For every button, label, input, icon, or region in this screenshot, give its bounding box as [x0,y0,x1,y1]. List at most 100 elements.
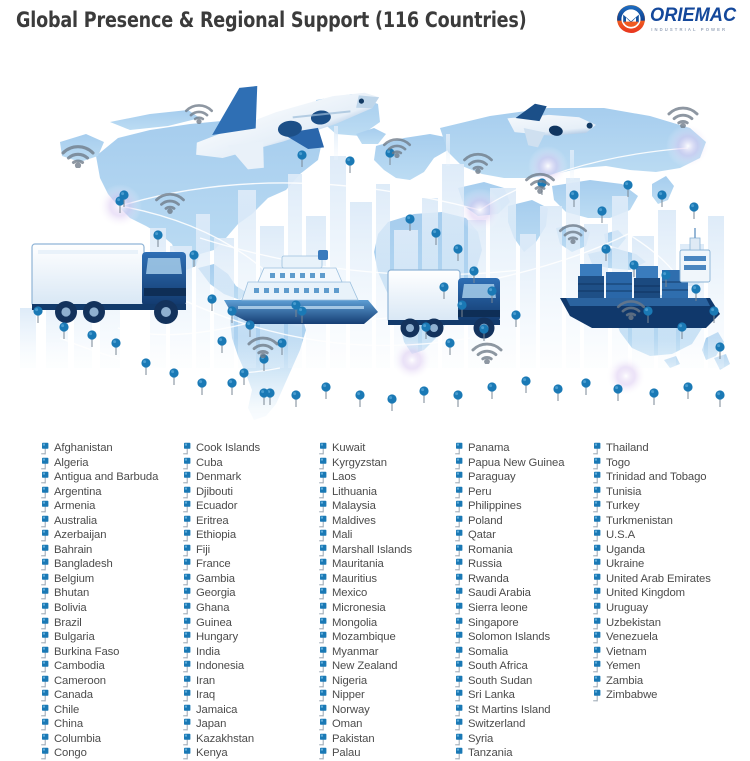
location-pin-icon [182,573,193,586]
country-list-item: Malaysia [318,499,412,514]
cruise-ship [224,250,378,324]
location-pin-icon [318,457,329,470]
country-list-item: Iran [182,674,260,689]
country-list-item: Kazakhstan [182,732,260,747]
country-list-item: Zambia [592,674,711,689]
location-pin-icon [40,617,51,630]
country-list-item: Cambodia [40,659,158,674]
country-name: Turkey [606,500,640,513]
location-pin-icon [40,646,51,659]
location-pin-icon [182,544,193,557]
country-name: Burkina Faso [54,645,120,658]
location-pin-icon [182,747,193,760]
location-pin-icon [454,747,465,760]
country-name: Kenya [196,747,228,760]
location-pin-icon [40,515,51,528]
country-list-item: Romania [454,543,564,558]
country-list-item: Burkina Faso [40,645,158,660]
country-name: Canada [54,689,93,702]
country-list-item: South Sudan [454,674,564,689]
country-list-item: New Zealand [318,659,412,674]
country-list-item: Mongolia [318,616,412,631]
location-pin-icon [454,675,465,688]
country-name: Gambia [196,572,235,585]
location-pin-icon [182,457,193,470]
country-list-item: Tanzania [454,746,564,761]
country-list-item: Kenya [182,746,260,761]
country-name: Ukraine [606,558,645,571]
country-list-item: Brazil [40,616,158,631]
location-pin-icon [592,646,603,659]
location-pin-icon [592,486,603,499]
location-pin-icon [40,718,51,731]
country-list-item: Syria [454,732,564,747]
country-list-item: U.S.A [592,528,711,543]
country-name: United Arab Emirates [606,572,711,585]
country-list-item: Bahrain [40,543,158,558]
location-pin-icon [592,558,603,571]
page-title: Global Presence & Regional Support (116 … [16,8,527,32]
country-list-item: Uruguay [592,601,711,616]
location-pin-icon [182,718,193,731]
country-list: Afghanistan Algeria Antigua and Barbuda Arg… [0,441,750,760]
location-pin-icon [182,617,193,630]
country-list-item: Ukraine [592,557,711,572]
location-pin-icon [454,529,465,542]
location-pin-icon [182,442,193,455]
country-list-item: Philippines [454,499,564,514]
location-pin-icon [454,646,465,659]
location-pin-icon [592,602,603,615]
country-list-item: United Kingdom [592,586,711,601]
location-pin-icon [182,733,193,746]
country-list-item: Pakistan [318,732,412,747]
page-header: Global Presence & Regional Support (116 … [0,0,750,44]
country-name: Mali [332,529,353,542]
location-pin-icon [40,486,51,499]
country-list-item: Hungary [182,630,260,645]
country-name: Uganda [606,543,645,556]
location-pin-icon [454,704,465,717]
location-pin-icon [40,471,51,484]
country-name: Ghana [196,602,230,615]
country-list-item: Sierra leone [454,601,564,616]
country-name: Ecuador [196,500,238,513]
country-list-item: Maldives [318,514,412,529]
country-name: Kazakhstan [196,732,255,745]
brand-logo: ORIEMAC INDUSTRIAL POWER [616,4,740,34]
country-name: Cook Islands [196,442,261,454]
country-list-item: Micronesia [318,601,412,616]
country-list-item: Tunisia [592,485,711,500]
location-pin-icon [318,573,329,586]
location-pin-icon [454,733,465,746]
country-column-2: Cook Islands Cuba Denmark Djibouti Ecuador Er… [182,441,260,761]
country-name: Russia [468,558,502,571]
country-name: United Kingdom [606,587,685,600]
country-list-item: Turkmenistan [592,514,711,529]
location-pin-icon [318,747,329,760]
location-pin-icon [454,660,465,673]
country-name: Bhutan [54,587,90,600]
location-pin-icon [182,646,193,659]
country-list-item: Kyrgyzstan [318,456,412,471]
country-name: Cameroon [54,674,106,687]
location-pin-icon [592,660,603,673]
location-pin-icon [40,544,51,557]
country-name: Mongolia [332,616,378,629]
country-name: Paraguay [468,471,516,484]
airplane-large [196,85,380,170]
country-list-item: Somalia [454,645,564,660]
country-name: Zimbabwe [606,689,658,702]
location-pin-icon [182,704,193,717]
country-name: Hungary [196,631,238,644]
country-list-item: Venezuela [592,630,711,645]
country-list-item: Gambia [182,572,260,587]
country-list-item: China [40,717,158,732]
country-list-item: Poland [454,514,564,529]
location-pin-icon [318,675,329,688]
country-list-item: Uzbekistan [592,616,711,631]
country-name: South Sudan [468,674,533,687]
country-list-item: Guinea [182,616,260,631]
country-name: Somalia [468,645,509,658]
country-list-item: Algeria [40,456,158,471]
country-list-item: Laos [318,470,412,485]
